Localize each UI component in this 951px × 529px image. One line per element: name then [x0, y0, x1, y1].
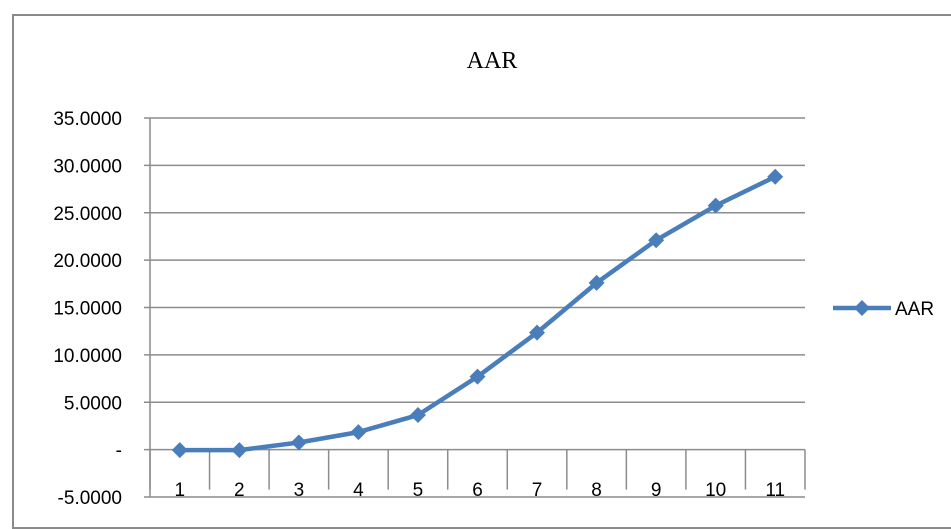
x-tick-label-2: 2: [234, 480, 245, 501]
x-tick-label-8: 8: [591, 480, 602, 501]
x-tick-label-7: 7: [532, 480, 543, 501]
data-point-5: [409, 407, 426, 424]
frame-bottom-border: [12, 527, 951, 529]
x-tick-label-1: 1: [174, 480, 185, 501]
y-tick-label-3: 10.0000: [53, 346, 122, 367]
chart-title: AAR: [467, 48, 518, 74]
data-point-9: [648, 232, 665, 249]
x-tick-label-4: 4: [353, 480, 364, 501]
x-tick-label-11: 11: [765, 480, 785, 501]
x-tick-label-9: 9: [651, 480, 662, 501]
data-point-8: [588, 274, 605, 291]
data-point-2: [231, 442, 248, 459]
legend-label-aar: AAR: [895, 299, 934, 320]
y-tick-label-0: -5.0000: [58, 488, 122, 509]
title-box: [430, 32, 550, 88]
y-tick-label-4: 15.0000: [53, 299, 122, 320]
y-axis-tick-labels: -5.0000-5.000010.000015.000020.000025.00…: [53, 109, 122, 509]
data-point-3: [290, 434, 307, 451]
y-tick-label-6: 25.0000: [53, 204, 122, 225]
x-tick-label-10: 10: [705, 480, 726, 501]
data-point-1: [171, 442, 188, 459]
x-tick-label-5: 5: [413, 480, 424, 501]
data-point-7: [529, 324, 546, 341]
series-line-aar: [177, 174, 778, 453]
frame-top-border: [12, 14, 951, 16]
frame-left-border: [12, 14, 14, 529]
x-axis-tick-labels: 1 2 3 4 5 6 7 8 9 10 11: [174, 480, 785, 501]
y-tick-label-5: 20.0000: [53, 251, 122, 272]
y-tick-label-7: 30.0000: [53, 156, 122, 177]
y-tick-label-1: -: [116, 441, 122, 462]
data-point-10: [707, 197, 724, 214]
legend: AAR: [833, 299, 934, 320]
data-point-11: [767, 168, 784, 185]
gridlines: [150, 117, 805, 403]
series-aar: [171, 168, 784, 459]
data-point-4: [350, 424, 367, 441]
legend-marker-aar: [854, 300, 870, 316]
data-point-6: [469, 368, 486, 385]
x-tick-label-6: 6: [472, 480, 483, 501]
y-tick-label-2: 5.0000: [64, 393, 122, 414]
x-tick-label-3: 3: [294, 480, 305, 501]
y-tick-label-8: 35.0000: [53, 109, 122, 130]
